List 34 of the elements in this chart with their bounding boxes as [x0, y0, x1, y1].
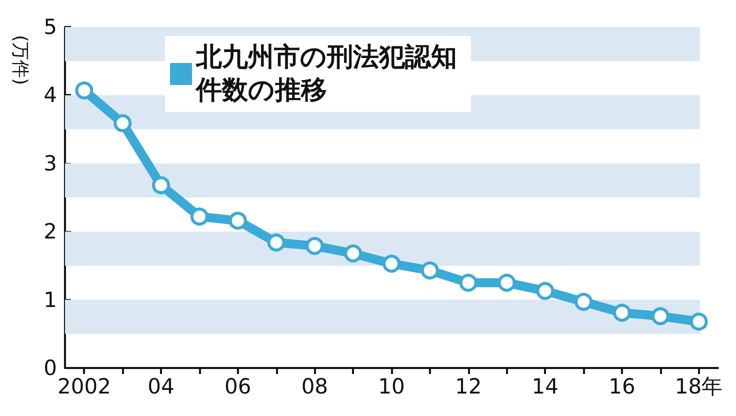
point [267, 234, 286, 252]
point [306, 236, 324, 255]
x-tick-label: 14 [532, 374, 559, 398]
y-tick-label: 1 [44, 288, 57, 312]
point [574, 292, 593, 311]
x-tick-label: 12 [454, 374, 482, 398]
x-tick-label: 08 [301, 374, 328, 398]
x-tick-label: 06 [224, 374, 252, 398]
y-tick-label: 5 [44, 15, 57, 39]
point [612, 304, 631, 322]
point [536, 282, 554, 300]
point [459, 274, 478, 292]
x-tick-label: 18年 [674, 374, 723, 398]
point [228, 212, 247, 230]
point [690, 312, 708, 331]
point [420, 261, 439, 280]
point [651, 307, 670, 326]
legend-label: 北九州市の刑法犯認知件数の推移 [195, 42, 457, 106]
y-tick-label: 3 [44, 151, 57, 176]
point [190, 208, 208, 226]
x-tick-label: 2002 [57, 374, 111, 398]
point [382, 254, 400, 273]
point [152, 176, 170, 194]
point [344, 244, 362, 262]
x-tick-label: 04 [148, 374, 174, 398]
y-axis-title: (万件) [10, 35, 30, 86]
point [498, 274, 516, 292]
point [75, 81, 94, 100]
point [114, 114, 132, 132]
x-tick-label: 10 [378, 374, 405, 398]
y-tick-label: 4 [44, 83, 57, 108]
y-tick-label: 0 [44, 356, 57, 380]
x-tick-label: 16 [608, 374, 636, 398]
y-tick-label: 2 [44, 220, 57, 244]
